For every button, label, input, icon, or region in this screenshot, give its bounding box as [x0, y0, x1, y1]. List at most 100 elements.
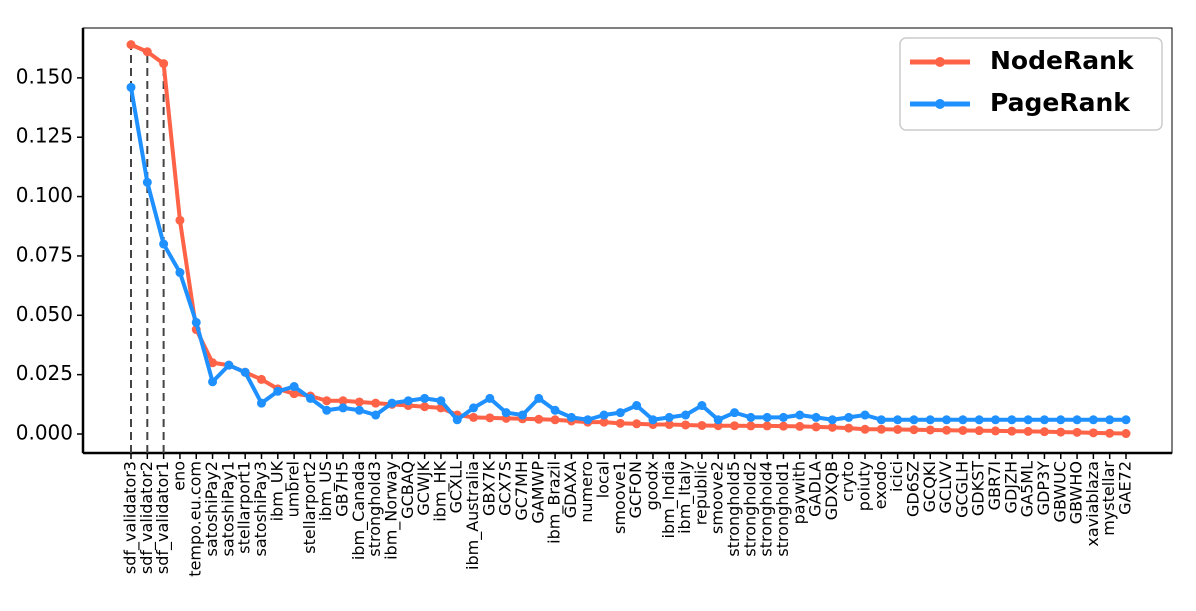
point: [844, 423, 854, 433]
point: [599, 410, 609, 420]
point: [811, 422, 821, 432]
point: [860, 424, 870, 434]
x-tick-label: ibm_Norway: [381, 461, 401, 560]
point: [893, 415, 903, 425]
point: [501, 408, 511, 418]
x-tick-label: stronghold1: [773, 461, 792, 557]
point: [876, 415, 886, 425]
x-tick-label: GCXLL: [447, 461, 466, 513]
point: [974, 415, 984, 425]
point: [469, 403, 479, 413]
x-tick-label: umbrel: [284, 461, 303, 517]
point: [322, 405, 332, 415]
point: [452, 415, 462, 425]
point: [256, 374, 266, 384]
point: [1121, 429, 1131, 439]
point: [974, 426, 984, 436]
point: [485, 393, 495, 403]
x-tick-label: GDAXA: [561, 461, 580, 518]
y-tick-label: 0.125: [16, 124, 73, 148]
x-tick-label: exodo: [871, 461, 890, 509]
y-tick-label: 0.075: [16, 242, 73, 266]
point: [1039, 415, 1049, 425]
point: [1056, 427, 1066, 437]
point: [1056, 415, 1066, 425]
x-tick-label: GBX7K: [479, 461, 498, 517]
x-tick-label: tempo.eu.com: [186, 461, 205, 577]
x-tick-label: GA5ML: [1018, 461, 1037, 517]
x-tick-label: republic: [691, 461, 710, 525]
x-tick-label: GDP3Y: [1034, 461, 1053, 516]
x-tick-label: GCGLH: [952, 461, 971, 518]
y-tick-label: 0.025: [16, 361, 73, 385]
legend-label: NodeRank: [990, 46, 1135, 75]
x-tick-label: satoshiPay2: [202, 461, 221, 557]
legend-label: PageRank: [990, 88, 1131, 117]
x-tick-label: GCFON: [626, 461, 645, 518]
point: [909, 425, 919, 435]
x-tick-label: eno: [169, 461, 188, 491]
x-tick-label: ibm_India: [659, 461, 679, 538]
point: [534, 393, 544, 403]
point: [175, 215, 185, 225]
point: [142, 47, 152, 57]
y-tick-label: 0.000: [16, 421, 73, 445]
point: [354, 397, 364, 407]
point: [827, 415, 837, 425]
x-tick-label: satoshiPay1: [218, 461, 237, 557]
point: [811, 412, 821, 422]
x-tick-label: cryto: [838, 461, 857, 502]
point: [371, 410, 381, 420]
point: [208, 358, 218, 368]
legend-marker: [935, 99, 945, 109]
point: [942, 425, 952, 435]
x-tick-label: smoove1: [610, 461, 629, 534]
point: [420, 402, 430, 412]
point: [534, 414, 544, 424]
x-tick-label: stellarport2: [300, 461, 319, 554]
point: [126, 82, 136, 92]
x-tick-label: stronghold3: [365, 461, 384, 557]
x-tick-label: GCLVV: [936, 461, 955, 514]
x-tick-label: GB7H5: [333, 461, 352, 517]
y-tick-label: 0.100: [16, 183, 73, 207]
point: [615, 418, 625, 428]
point: [1088, 428, 1098, 438]
x-tick-label: GDKST: [969, 461, 988, 516]
x-tick-label: GDJZH: [1001, 461, 1020, 513]
x-tick-label: ibm_Australia: [463, 461, 483, 570]
point: [240, 367, 250, 377]
point: [403, 396, 413, 406]
x-tick-label: sdf_validator2: [137, 461, 157, 574]
point: [1023, 426, 1033, 436]
point: [1072, 415, 1082, 425]
point: [550, 415, 560, 425]
x-tick-label: stronghold2: [740, 461, 759, 557]
x-tick-label: stronghold4: [757, 461, 776, 557]
point: [159, 59, 169, 69]
point: [958, 415, 968, 425]
point: [746, 421, 756, 431]
point: [436, 396, 446, 406]
point: [142, 177, 152, 187]
point: [256, 398, 266, 408]
point: [746, 412, 756, 422]
x-tick-label: ibm_US: [316, 461, 336, 521]
point: [175, 268, 185, 278]
point: [648, 415, 658, 425]
point: [1105, 428, 1115, 438]
point: [1023, 415, 1033, 425]
x-tick-label: GCX7S: [496, 461, 515, 516]
point: [664, 420, 674, 430]
point: [632, 401, 642, 411]
x-tick-label: ibm_Brazil: [545, 461, 565, 544]
point: [778, 421, 788, 431]
x-tick-label: ibm_UK: [267, 460, 287, 521]
point: [191, 317, 201, 327]
point: [778, 412, 788, 422]
x-tick-label: stronghold5: [724, 461, 743, 557]
x-tick-label: satoshiPay3: [251, 461, 270, 557]
point: [762, 412, 772, 422]
x-tick-label: GAMWP: [528, 461, 547, 524]
